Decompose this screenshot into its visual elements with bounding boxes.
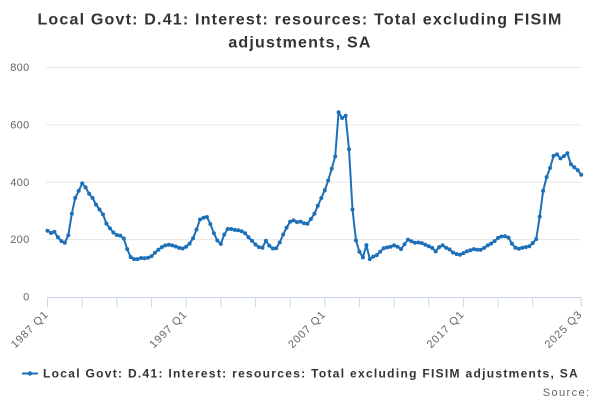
svg-text:Source:: Source: <box>543 387 591 399</box>
svg-text:adjustments, SA: adjustments, SA <box>228 35 371 52</box>
svg-text:Local Govt: D.41: Interest: re: Local Govt: D.41: Interest: resources: T… <box>37 12 562 29</box>
svg-text:400: 400 <box>10 177 29 189</box>
svg-text:200: 200 <box>10 234 29 246</box>
svg-text:600: 600 <box>10 119 29 131</box>
svg-text:Local Govt: D.41: Interest: re: Local Govt: D.41: Interest: resources: T… <box>43 367 579 381</box>
svg-text:800: 800 <box>10 62 29 74</box>
svg-text:0: 0 <box>23 292 29 304</box>
